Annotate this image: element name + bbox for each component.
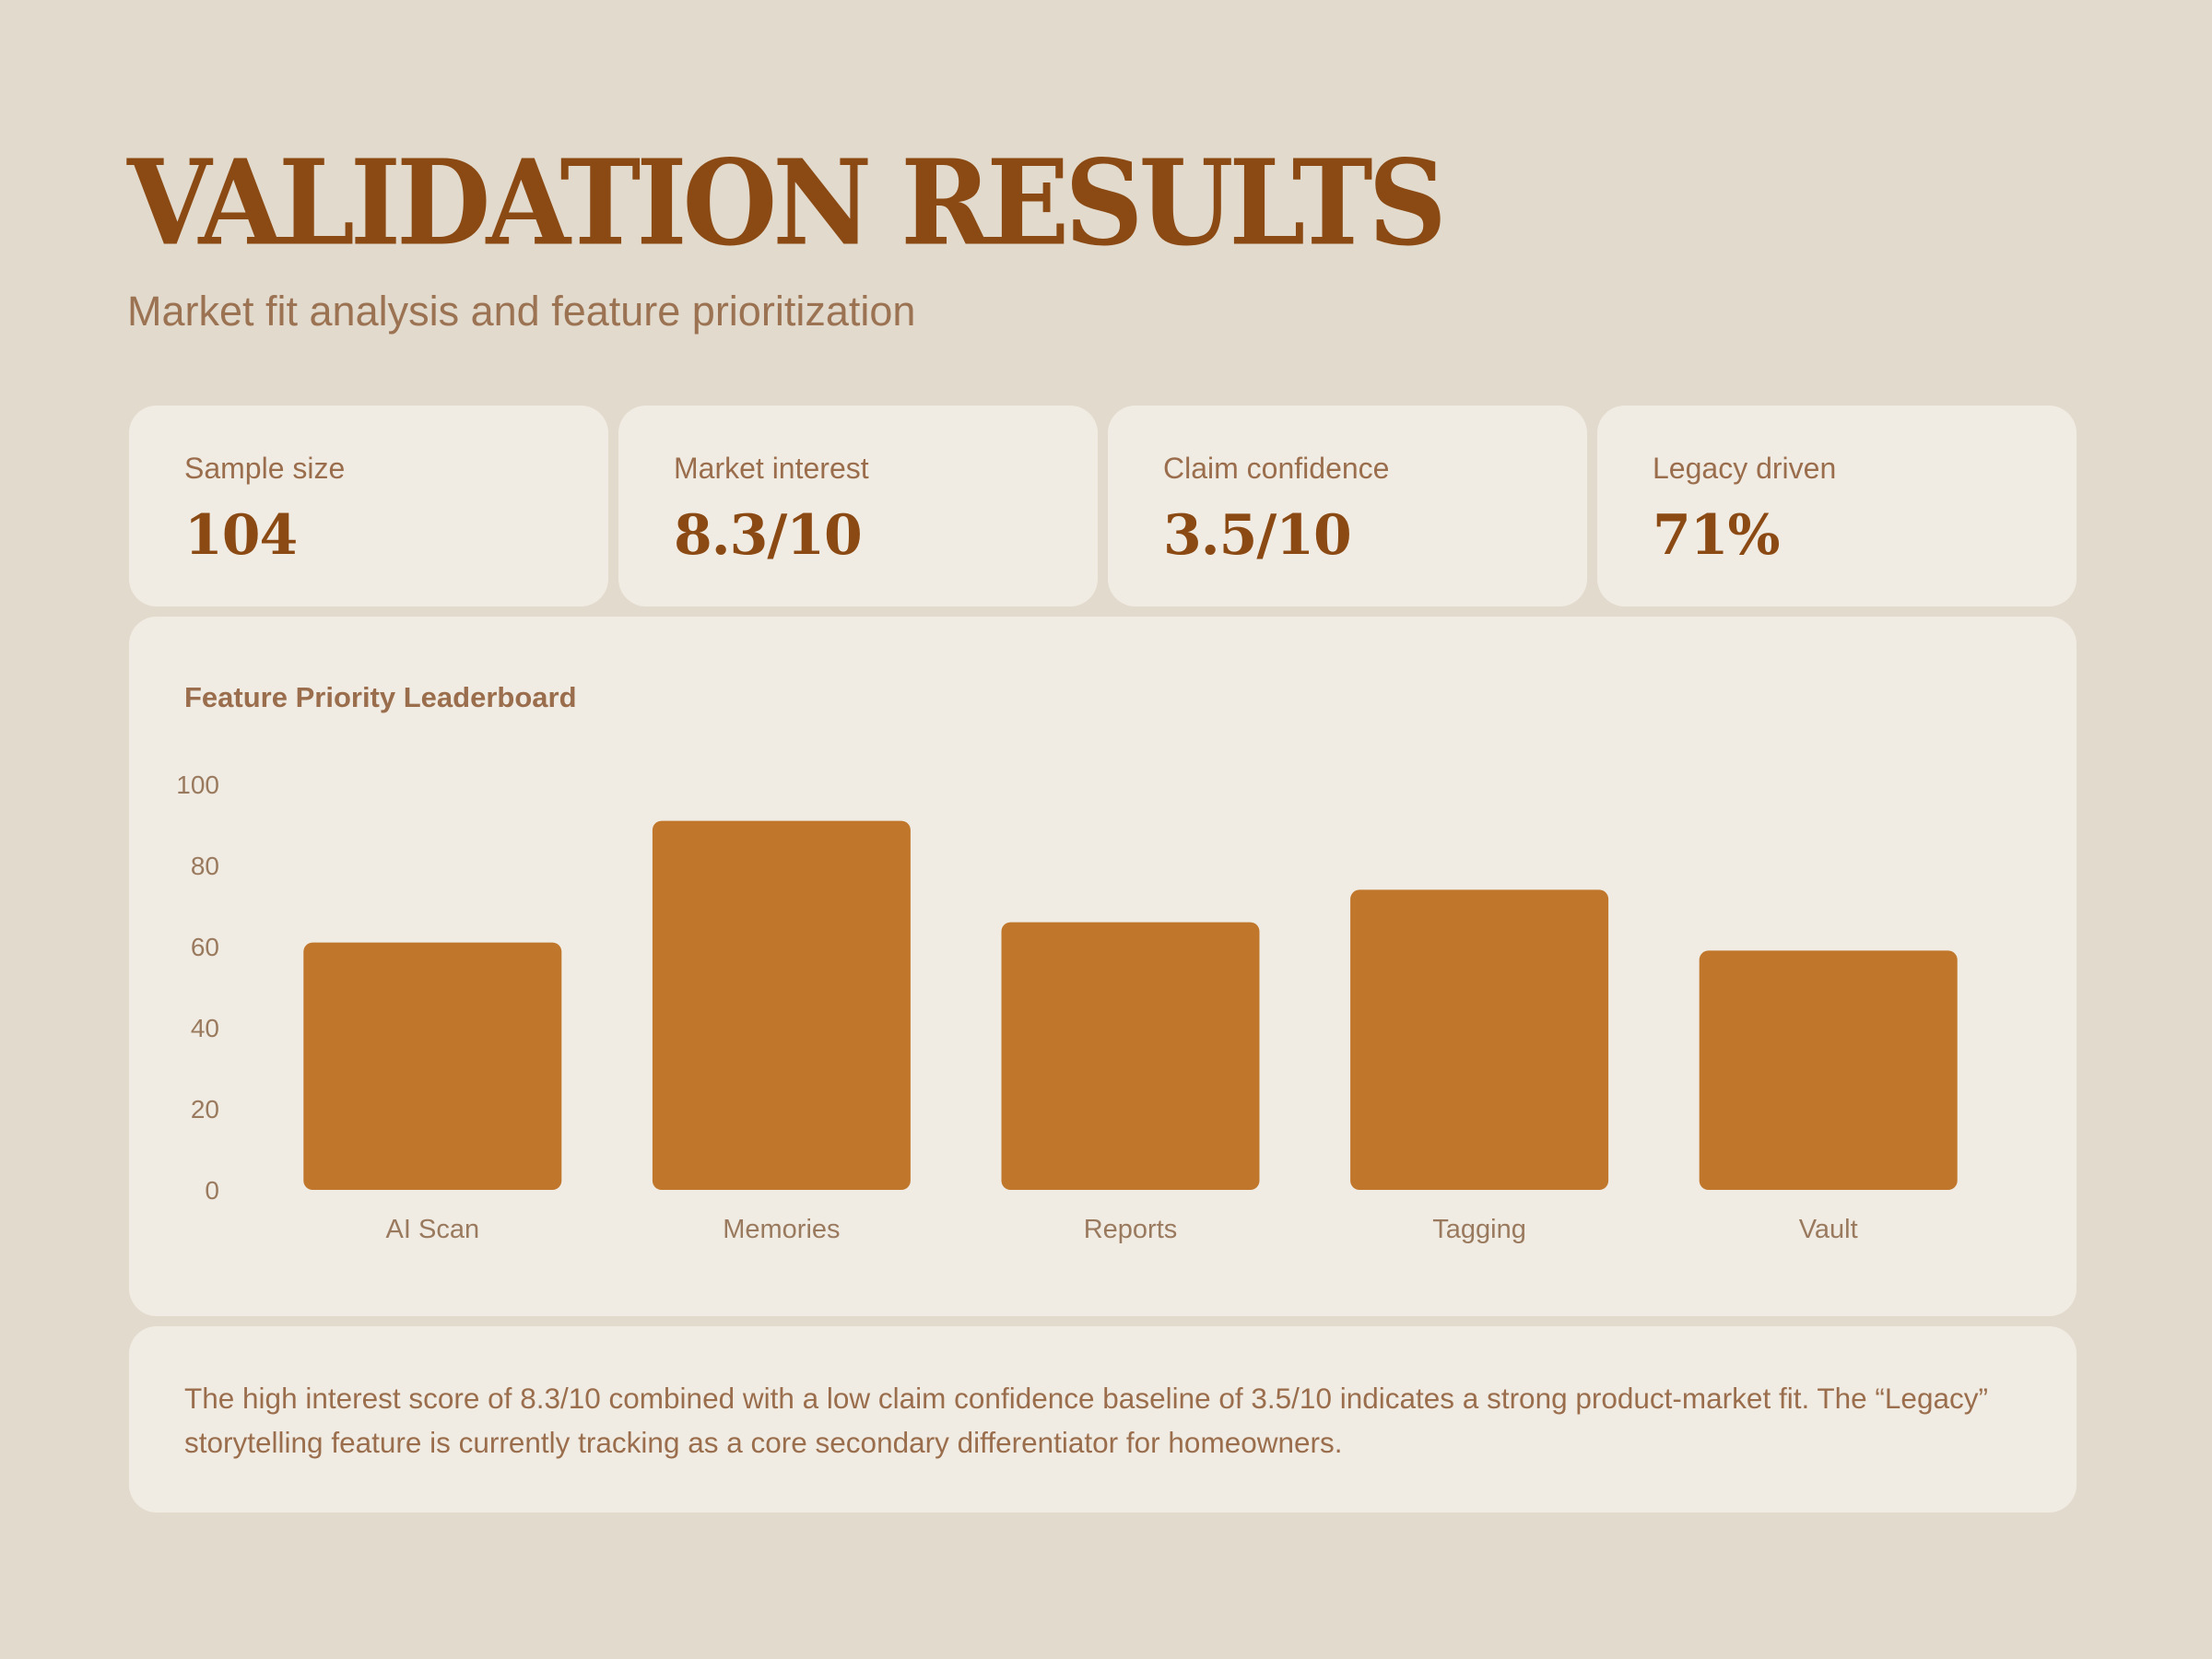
bar-ai-scan (303, 942, 562, 1190)
page-subtitle: Market fit analysis and feature prioriti… (127, 288, 916, 335)
bar-reports (1001, 922, 1260, 1190)
x-category-label: Tagging (1432, 1215, 1526, 1244)
y-tick-label: 100 (176, 771, 219, 799)
summary-text: The high interest score of 8.3/10 combin… (184, 1382, 1988, 1459)
stat-card-market-interest: Market interest 8.3/10 (618, 406, 1098, 606)
y-tick-label: 0 (205, 1176, 219, 1205)
x-category-label: AI Scan (386, 1215, 480, 1244)
stat-label: Claim confidence (1163, 452, 1390, 485)
bar-chart: 0 20 40 60 80 100 AI Scan Memories Reports Taggin… (176, 771, 1958, 1244)
summary-card: The high interest score of 8.3/10 combin… (129, 1326, 2077, 1512)
bar-memories (652, 820, 911, 1190)
y-tick-label: 80 (191, 852, 219, 880)
x-category-label: Reports (1084, 1215, 1178, 1244)
bar-tagging (1350, 889, 1609, 1190)
bar-vault (1699, 950, 1958, 1190)
y-tick-label: 60 (191, 933, 219, 961)
x-category-label: Memories (723, 1215, 840, 1244)
chart-card: Feature Priority Leaderboard 0 20 40 60 80 10… (129, 617, 2077, 1316)
chart-title: Feature Priority Leaderboard (184, 681, 577, 713)
stat-label: Market interest (674, 452, 869, 485)
stat-card-claim-confidence: Claim confidence 3.5/10 (1108, 406, 1587, 606)
y-tick-label: 20 (191, 1095, 219, 1124)
stat-label: Sample size (184, 452, 346, 485)
stat-label: Legacy driven (1653, 452, 1837, 485)
stat-value: 71% (1653, 503, 1781, 568)
stat-card-sample-size: Sample size 104 (129, 406, 608, 606)
stat-value: 8.3/10 (674, 503, 863, 568)
stat-value: 104 (184, 503, 298, 568)
x-category-label: Vault (1799, 1215, 1858, 1244)
y-tick-label: 40 (191, 1014, 219, 1042)
stat-value: 3.5/10 (1163, 503, 1352, 568)
stat-card-legacy-driven: Legacy driven 71% (1597, 406, 2077, 606)
page-title: VALIDATION RESULTS (127, 133, 1447, 272)
